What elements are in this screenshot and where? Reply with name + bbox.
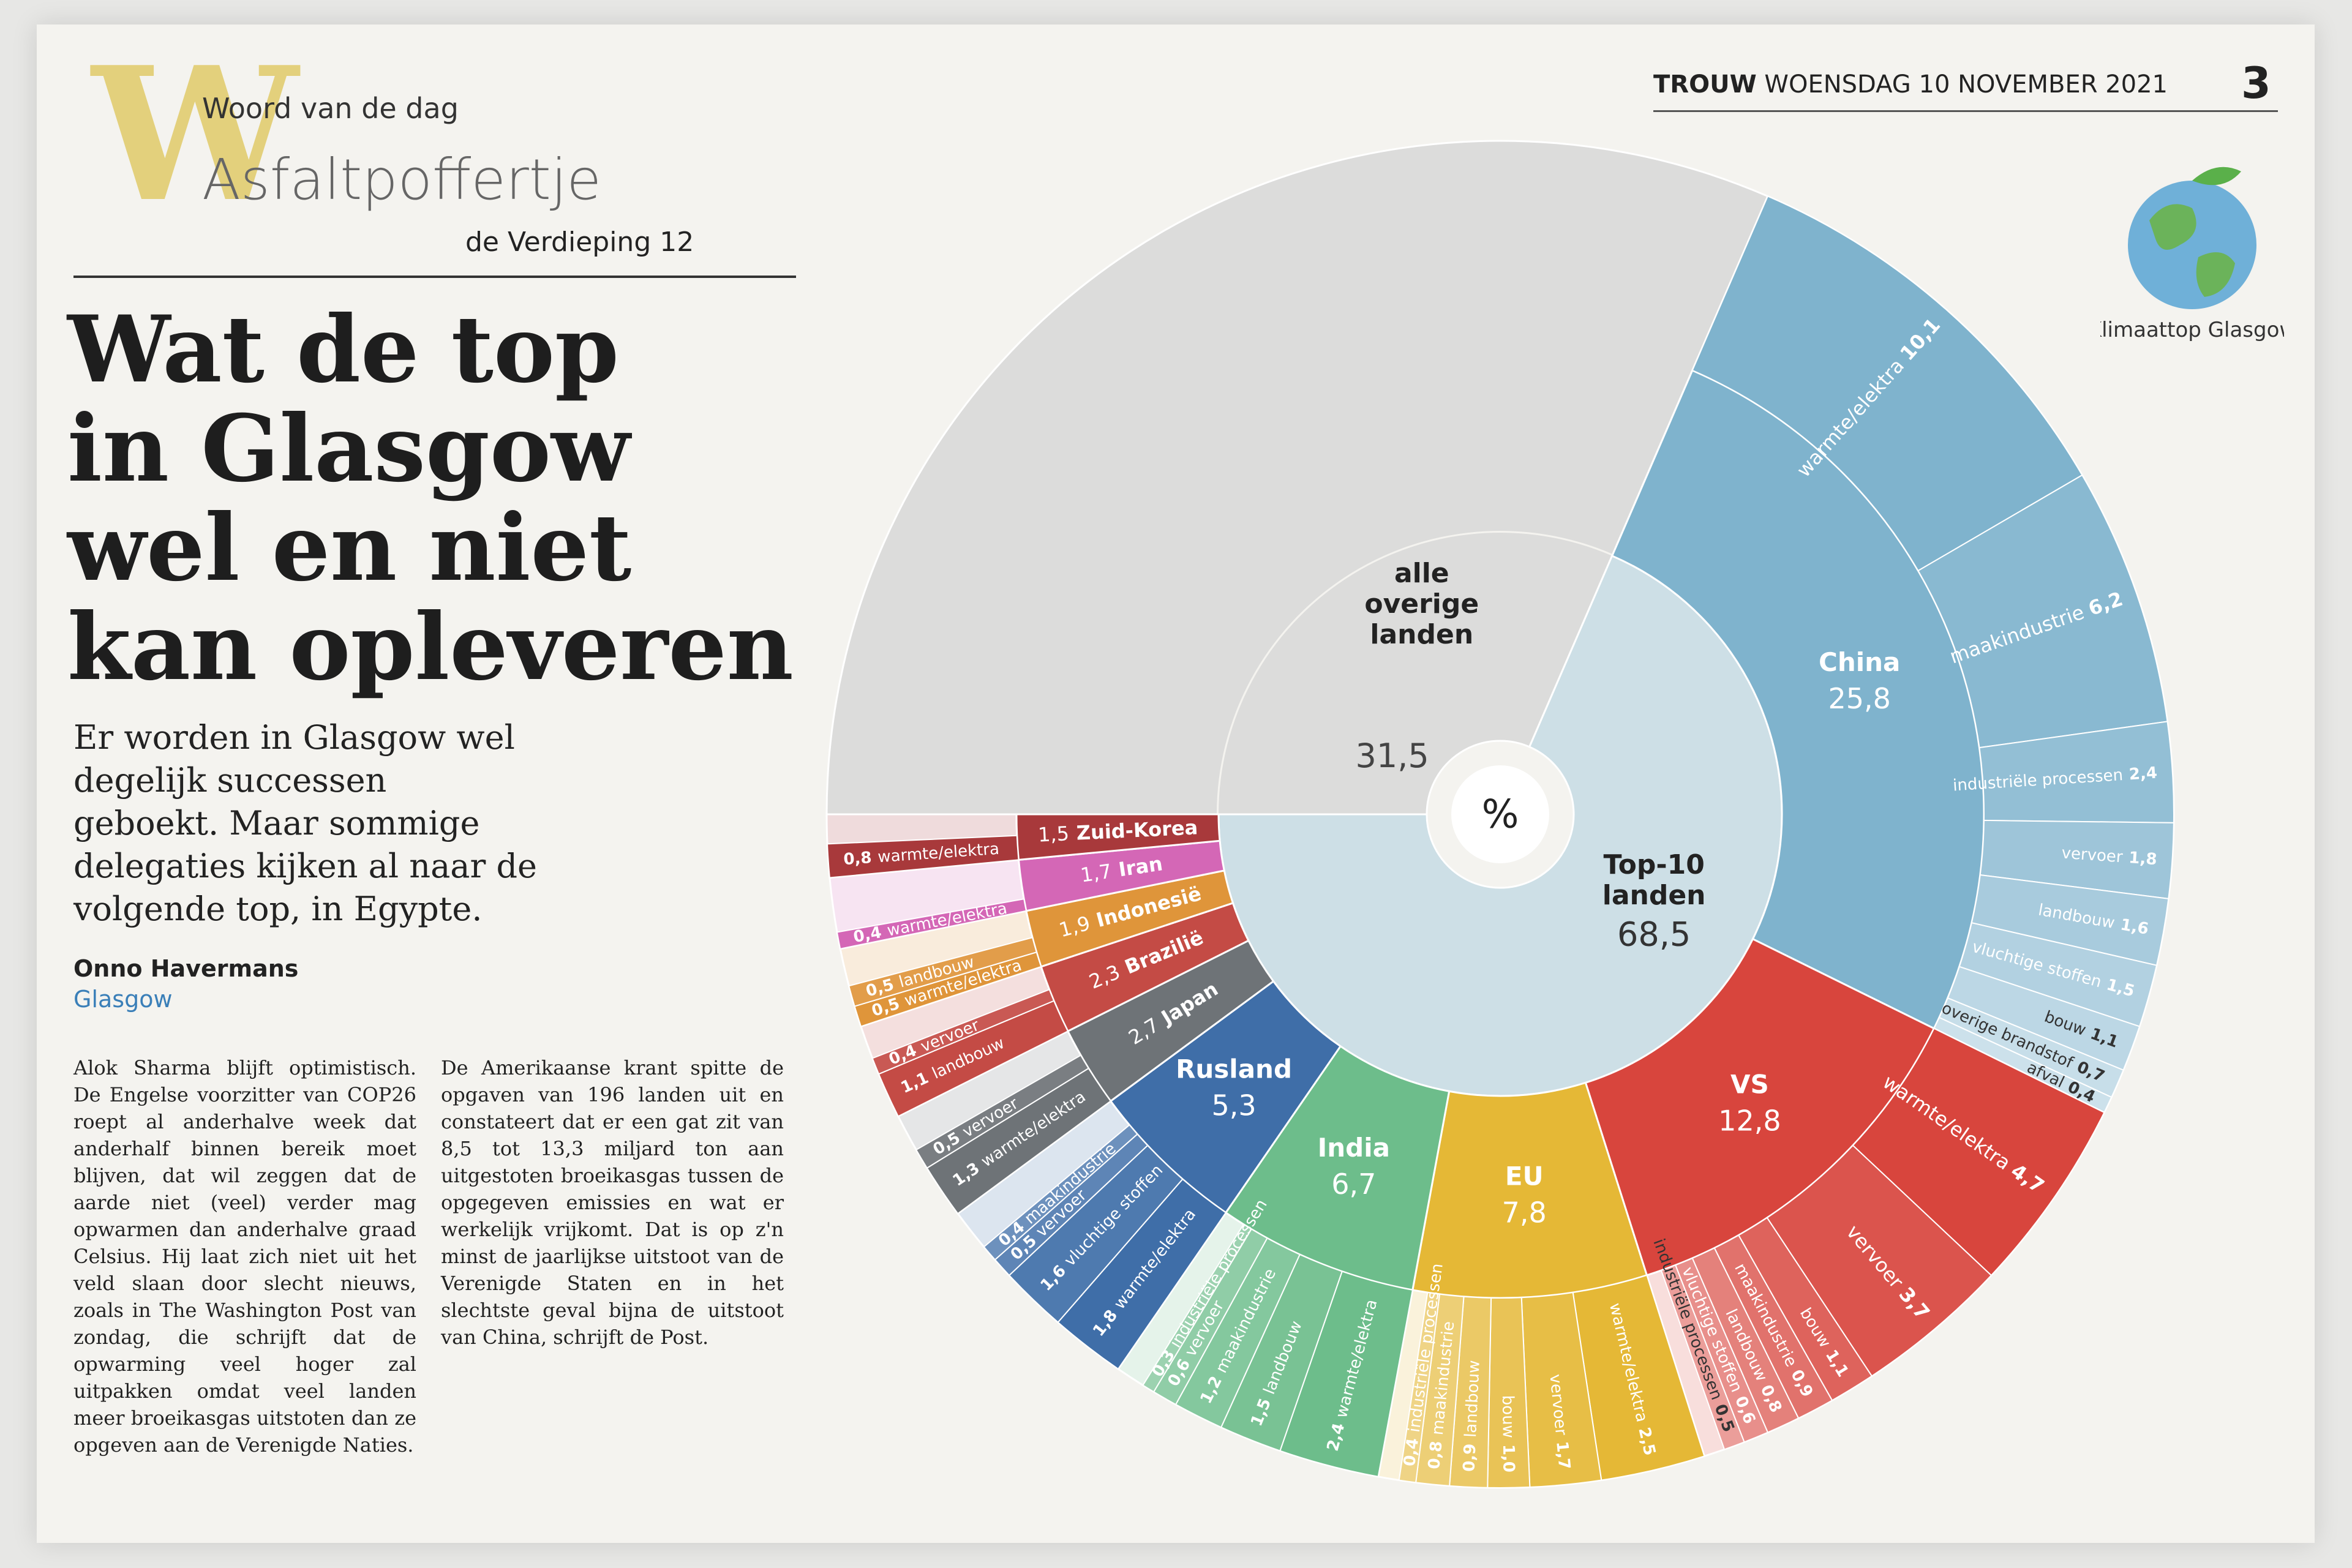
intro: Er worden in Glasgow wel degelijk success… <box>73 716 537 931</box>
word-reference: de Verdieping 12 <box>465 227 694 258</box>
sub-value: 0,4 <box>1400 1437 1422 1468</box>
unit-label: % <box>1482 792 1519 838</box>
body-text: De Amerikaanse krant spitte de opgaven v… <box>441 1056 784 1349</box>
country-label: 1,5 Zuid-Korea <box>1037 816 1198 846</box>
sub-sector <box>1142 1223 1252 1393</box>
group-label: Top-10 <box>1603 849 1704 880</box>
country-name: Zuid-Korea <box>1076 816 1198 844</box>
intro-line: geboekt. Maar sommige <box>73 804 480 842</box>
country-label: EU <box>1505 1161 1544 1191</box>
word-of-day: Asfaltpoffertje <box>202 147 601 212</box>
sub-sector <box>1398 1291 1441 1484</box>
hub <box>1451 765 1549 863</box>
country-value: 6,7 <box>1331 1168 1376 1201</box>
masthead: TROUW WOENSDAG 10 NOVEMBER 2021 <box>1653 70 2168 99</box>
sub-name: landbouw <box>1462 1360 1484 1438</box>
headline-line: kan opleveren <box>67 593 794 701</box>
intro-line: Er worden in Glasgow wel <box>73 718 515 757</box>
dateline: WOENSDAG 10 NOVEMBER 2021 <box>1764 70 2168 99</box>
headline-line: wel en niet <box>67 494 632 602</box>
headline-line: Wat de top <box>67 296 619 403</box>
leaf <box>2192 167 2241 186</box>
author: Onno Havermans <box>73 955 299 982</box>
sub-name: bouw <box>1498 1395 1517 1439</box>
headline: Wat de top in Glasgow wel en niet kan oplev… <box>67 300 794 697</box>
group-label: alle <box>1394 558 1449 589</box>
group-label: overige <box>1364 588 1479 620</box>
sub-value: 2,4 <box>2128 763 2158 784</box>
paper-name: TROUW <box>1653 70 1757 99</box>
logo-text: Klimaattop Glasgow <box>2100 318 2284 342</box>
sub-sector <box>983 1123 1138 1261</box>
group-label: landen <box>1370 619 1473 650</box>
group-value: 31,5 <box>1355 737 1429 775</box>
group-value: 68,5 <box>1617 915 1691 954</box>
group-label: landen <box>1602 880 1706 911</box>
sub-value: 0,9 <box>1460 1443 1479 1472</box>
sub-sector <box>827 835 1020 879</box>
kicker-letter: W <box>92 26 298 242</box>
country-value: 25,8 <box>1828 682 1890 715</box>
sub-value: 1,0 <box>1499 1444 1518 1472</box>
intro-line: volgende top, in Egypte. <box>73 890 483 928</box>
body-text: Alok Sharma blijft optimistisch. De Enge… <box>73 1056 416 1457</box>
country-value: 1,5 <box>1037 822 1070 846</box>
globe-land <box>2149 204 2235 297</box>
intro-line: degelijk successen <box>73 761 387 800</box>
intro-line: delegaties kijken al naar de <box>73 847 537 885</box>
country-label: India <box>1318 1133 1390 1163</box>
country-value: 5,3 <box>1211 1089 1256 1122</box>
country-label: VS <box>1730 1069 1769 1099</box>
sub-sector <box>915 1054 1090 1169</box>
sub-value: 1,8 <box>2128 849 2157 869</box>
country-label: China <box>1819 647 1900 677</box>
sub-sector <box>1660 1264 1745 1450</box>
headline-line: in Glasgow <box>67 395 631 503</box>
sub-label: vervoer 1,8 <box>2061 844 2158 869</box>
sub-sector <box>871 988 1055 1075</box>
sub-value: 0,8 <box>1425 1440 1446 1470</box>
country-value: 1,7 <box>1079 860 1113 887</box>
kicker: Woord van de dag <box>202 92 459 125</box>
country-value: 12,8 <box>1718 1104 1781 1137</box>
rule <box>1653 110 2278 112</box>
country-label: Rusland <box>1176 1054 1292 1084</box>
page-number: 3 <box>2241 58 2271 108</box>
sub-sector <box>836 898 1028 950</box>
sector <box>825 140 1769 816</box>
logo: Klimaattop Glasgow <box>2100 167 2284 342</box>
sub-label: bouw 1,0 <box>1498 1395 1518 1473</box>
country-value: 7,8 <box>1502 1196 1547 1229</box>
sub-sector <box>848 937 1038 1007</box>
sub-value: 0,8 <box>843 849 872 869</box>
rule <box>73 276 796 278</box>
location: Glasgow <box>73 986 173 1013</box>
sub-name: vervoer <box>2061 844 2124 866</box>
sub-value: 1,7 <box>1553 1441 1574 1471</box>
sub-label: 0,9 landbouw <box>1460 1360 1484 1472</box>
